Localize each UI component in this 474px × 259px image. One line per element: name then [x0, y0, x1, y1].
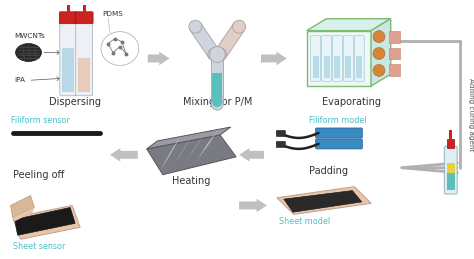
- Polygon shape: [307, 19, 391, 31]
- Polygon shape: [173, 133, 194, 167]
- Bar: [389, 48, 400, 60]
- Polygon shape: [13, 207, 35, 221]
- Bar: [447, 163, 455, 173]
- Text: Sheet sensor: Sheet sensor: [13, 242, 65, 251]
- Bar: [212, 73, 222, 102]
- Polygon shape: [215, 23, 245, 58]
- Text: MWCNTs: MWCNTs: [15, 33, 46, 39]
- Polygon shape: [15, 207, 75, 235]
- Ellipse shape: [101, 32, 139, 66]
- Polygon shape: [371, 19, 391, 86]
- FancyBboxPatch shape: [60, 21, 77, 96]
- Text: IPA: IPA: [15, 77, 26, 83]
- Bar: [63, 48, 74, 92]
- Circle shape: [212, 97, 222, 107]
- Circle shape: [214, 48, 227, 61]
- Text: Dispersing: Dispersing: [49, 97, 101, 107]
- Text: Evaporating: Evaporating: [322, 97, 381, 107]
- Polygon shape: [13, 205, 80, 239]
- Polygon shape: [190, 23, 219, 58]
- Polygon shape: [10, 196, 35, 217]
- FancyBboxPatch shape: [444, 146, 457, 194]
- Text: PDMS: PDMS: [102, 11, 123, 17]
- Bar: [389, 64, 400, 76]
- FancyBboxPatch shape: [355, 36, 365, 81]
- FancyBboxPatch shape: [76, 21, 92, 96]
- Bar: [67, 5, 70, 14]
- Polygon shape: [160, 135, 182, 171]
- Bar: [211, 54, 223, 104]
- Text: Filiform sensor: Filiform sensor: [10, 116, 70, 125]
- Polygon shape: [185, 131, 206, 163]
- Bar: [447, 139, 454, 148]
- Bar: [82, 5, 86, 14]
- Polygon shape: [261, 52, 287, 65]
- Bar: [324, 56, 329, 78]
- Text: Heating: Heating: [172, 176, 210, 186]
- Text: Filiform model: Filiform model: [309, 116, 366, 125]
- Circle shape: [208, 48, 221, 61]
- Bar: [447, 173, 455, 190]
- Text: Sheet model: Sheet model: [279, 217, 330, 226]
- Ellipse shape: [16, 44, 41, 61]
- Bar: [389, 31, 400, 42]
- FancyBboxPatch shape: [59, 12, 77, 24]
- FancyBboxPatch shape: [321, 36, 331, 81]
- Polygon shape: [147, 135, 236, 175]
- Circle shape: [210, 47, 225, 62]
- Text: Mixing for P/M: Mixing for P/M: [182, 97, 252, 107]
- Bar: [356, 56, 362, 78]
- Circle shape: [373, 64, 385, 76]
- Polygon shape: [284, 191, 362, 212]
- Polygon shape: [148, 52, 170, 65]
- FancyBboxPatch shape: [276, 131, 285, 136]
- Bar: [313, 56, 319, 78]
- Circle shape: [211, 98, 223, 110]
- Circle shape: [189, 20, 202, 33]
- FancyBboxPatch shape: [316, 139, 362, 149]
- Text: Peeling off: Peeling off: [13, 170, 64, 180]
- FancyBboxPatch shape: [316, 128, 362, 138]
- Circle shape: [373, 48, 385, 60]
- Bar: [335, 56, 340, 78]
- Bar: [346, 56, 351, 78]
- Circle shape: [233, 20, 246, 33]
- FancyBboxPatch shape: [344, 36, 353, 81]
- Bar: [449, 130, 452, 140]
- Polygon shape: [197, 129, 219, 160]
- Polygon shape: [147, 127, 231, 149]
- FancyBboxPatch shape: [310, 36, 320, 81]
- Bar: [78, 59, 90, 92]
- Circle shape: [373, 31, 385, 42]
- FancyBboxPatch shape: [276, 141, 285, 147]
- Polygon shape: [239, 199, 267, 212]
- FancyBboxPatch shape: [332, 36, 342, 81]
- Polygon shape: [239, 148, 264, 162]
- Bar: [307, 31, 371, 86]
- Polygon shape: [277, 187, 371, 214]
- FancyBboxPatch shape: [75, 12, 93, 24]
- Text: Adding curing agent: Adding curing agent: [467, 78, 474, 152]
- Polygon shape: [110, 148, 138, 162]
- Text: Padding: Padding: [309, 166, 348, 176]
